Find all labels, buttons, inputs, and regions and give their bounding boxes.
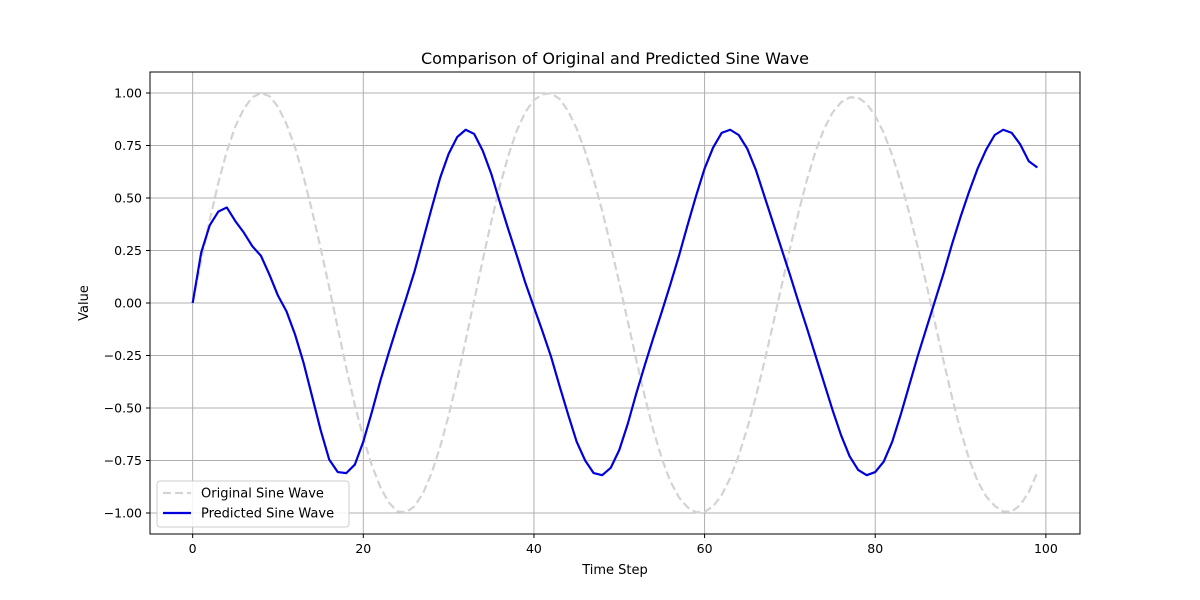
series-layer [191,91,1039,514]
chart-title: Comparison of Original and Predicted Sin… [421,49,809,68]
axis-ticks: 0 20 40 60 80 100 −1.00 −0.75 −0.50 −0.25 0.00 0.25… [104,86,1058,557]
predicted-sine-wave-line [191,128,1038,477]
y-tick-label: 0.00 [114,296,142,311]
x-tick-label: 60 [697,541,713,556]
y-tick-label: −0.25 [104,348,142,363]
y-tick-label: −0.75 [104,453,142,468]
x-tick-label: 40 [526,541,542,556]
y-tick-label: 0.75 [114,138,142,153]
original-sine-wave-line [191,91,1039,514]
x-tick-label: 0 [189,541,197,556]
y-axis-label: Value [77,285,92,321]
y-tick-label: −0.50 [104,401,142,416]
x-axis-label: Time Step [581,563,648,578]
y-tick-label: 0.50 [114,191,142,206]
y-tick-label: 0.25 [114,243,142,258]
grid [150,72,1080,534]
x-tick-label: 80 [867,541,883,556]
legend-box [156,480,350,528]
legend-label-predicted: Predicted Sine Wave [201,507,334,522]
legend-label-original: Original Sine Wave [201,487,324,502]
y-tick-label: 1.00 [114,86,142,101]
legend: Original Sine Wave Predicted Sine Wave [156,480,350,528]
x-tick-label: 100 [1034,541,1058,556]
y-tick-label: −1.00 [104,506,142,521]
x-tick-label: 20 [355,541,371,556]
